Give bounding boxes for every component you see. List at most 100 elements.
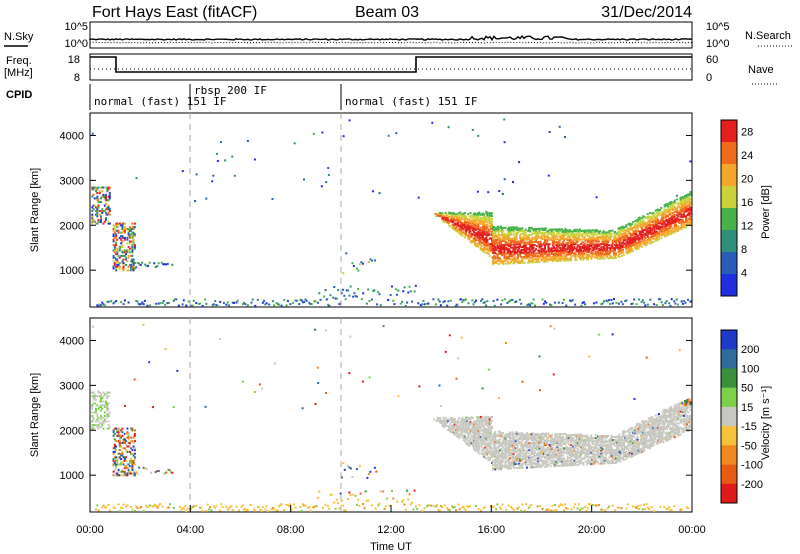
power-cell [450,217,453,220]
power-cell [654,235,657,238]
power-cell [664,209,667,212]
power-cell [535,236,537,239]
velocity-cell [520,441,523,443]
power-cell [127,254,130,257]
velocity-cell [520,443,523,446]
velocity-cell [564,432,567,435]
power-cell [507,233,510,236]
power-cell [530,234,533,236]
power-cell [438,300,441,303]
power-cell [624,237,627,240]
power-cell [560,243,563,246]
power-cell [462,214,465,216]
power-cell [133,245,136,248]
velocity-cell [492,455,495,458]
power-cell [671,214,674,217]
power-cell [546,230,549,233]
velocity-cell [563,458,566,461]
power-cell [460,232,463,235]
velocity-cell [478,448,481,451]
velocity-cell [483,419,486,422]
power-cell [360,261,363,264]
power-cell [130,265,133,268]
power-cell [628,245,631,248]
power-cell [574,254,577,257]
power-cell [128,229,131,232]
power-cell [689,219,692,222]
power-cell [513,249,516,252]
velocity-cell [544,462,546,465]
power-cell [577,244,580,247]
power-cell [328,304,331,307]
power-cell [100,215,102,218]
power-cell [459,218,462,221]
velocity-cell [506,447,509,450]
power-cell [529,226,532,229]
velocity-cell [511,445,514,448]
power-cell [538,230,541,233]
power-cell [511,253,514,256]
power-cell [595,250,598,253]
power-cell [496,243,499,245]
power-cell [95,190,97,193]
power-cell [654,216,657,219]
power-cell [674,201,677,204]
velocity-cell [472,426,475,429]
power-cell [476,227,479,230]
velocity-cell [498,455,501,458]
power-cell [615,256,618,259]
power-cell [688,204,691,207]
velocity-cell [558,454,561,457]
velocity-cell [442,422,445,425]
power-cell [678,206,681,209]
velocity-cell [570,448,572,451]
power-cell [655,232,658,235]
power-cell [475,243,478,246]
power-cell [485,216,488,219]
power-cell [530,245,533,248]
power-cell [462,212,465,215]
power-cell [479,216,482,219]
power-cell [126,269,129,272]
power-cell [624,229,627,231]
power-cell [544,227,546,230]
power-cell [638,231,641,233]
power-cell [586,232,589,235]
power-cell [568,250,571,253]
power-cell [541,253,544,256]
velocity-cell [537,432,540,435]
power-cell [661,216,664,219]
power-cell [619,236,622,239]
power-cell [665,227,668,230]
power-cell [558,239,561,242]
velocity-cell [540,460,543,462]
velocity-cell [546,449,549,452]
velocity-cell [557,449,560,452]
power-cell [590,252,593,255]
power-cell [581,252,584,255]
power-cell [606,245,609,248]
power-cell [566,242,569,245]
power-cell [654,232,657,235]
power-cell [507,238,510,241]
power-cell [460,228,463,231]
power-cell [470,241,473,244]
power-cell [638,298,641,301]
velocity-cell [541,455,544,458]
velocity-cell [576,436,579,439]
power-cell [661,215,664,218]
power-cell [564,256,567,259]
power-cell [649,230,651,233]
power-cell [268,303,271,306]
velocity-cell [537,435,540,438]
velocity-cell [580,445,583,447]
power-cell [235,301,238,304]
power-cell [133,247,136,250]
power-cell [563,233,566,236]
power-cell [626,246,629,249]
power-cell [512,229,515,232]
power-cell [524,234,527,237]
power-cell [118,265,121,268]
nave-label: Nave [748,64,774,76]
power-cell [686,219,689,222]
